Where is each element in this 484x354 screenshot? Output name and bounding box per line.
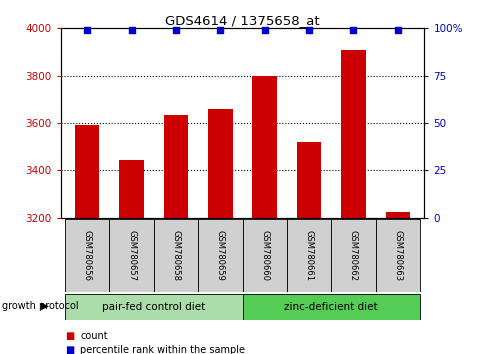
Bar (296, 142, 320, 218)
Bar (331, 219, 375, 292)
Point (216, 27, 224, 33)
Bar (65, 219, 109, 292)
Text: ■: ■ (65, 331, 75, 341)
Text: growth protocol: growth protocol (2, 301, 79, 311)
Point (172, 27, 180, 33)
Bar (208, 109, 232, 218)
Bar (164, 115, 188, 218)
Bar (198, 219, 242, 292)
Bar (242, 294, 419, 320)
Bar (109, 219, 153, 292)
Point (260, 27, 268, 33)
Text: ▶: ▶ (41, 301, 49, 311)
Bar (341, 50, 365, 218)
Text: GSM780656: GSM780656 (83, 230, 91, 281)
Text: ■: ■ (65, 346, 75, 354)
Text: percentile rank within the sample: percentile rank within the sample (80, 346, 244, 354)
Text: GSM780662: GSM780662 (348, 230, 357, 281)
Text: GSM780663: GSM780663 (393, 230, 401, 281)
Point (349, 27, 357, 33)
Bar (119, 160, 143, 218)
Bar (242, 219, 286, 292)
Text: count: count (80, 331, 107, 341)
Text: pair-fed control diet: pair-fed control diet (102, 302, 205, 312)
Text: GSM780658: GSM780658 (171, 230, 180, 281)
Text: GSM780660: GSM780660 (259, 230, 269, 281)
Bar (385, 212, 409, 218)
Bar (65, 294, 242, 320)
Point (393, 27, 401, 33)
Bar (153, 219, 198, 292)
Bar (375, 219, 419, 292)
Text: GSM780657: GSM780657 (127, 230, 136, 281)
Point (127, 27, 135, 33)
Bar (75, 125, 99, 218)
Point (83, 27, 91, 33)
Point (304, 27, 312, 33)
Text: zinc-deficient diet: zinc-deficient diet (284, 302, 377, 312)
Text: GSM780661: GSM780661 (304, 230, 313, 281)
Bar (286, 219, 331, 292)
Title: GDS4614 / 1375658_at: GDS4614 / 1375658_at (165, 14, 319, 27)
Text: GSM780659: GSM780659 (215, 230, 225, 281)
Bar (252, 76, 276, 218)
